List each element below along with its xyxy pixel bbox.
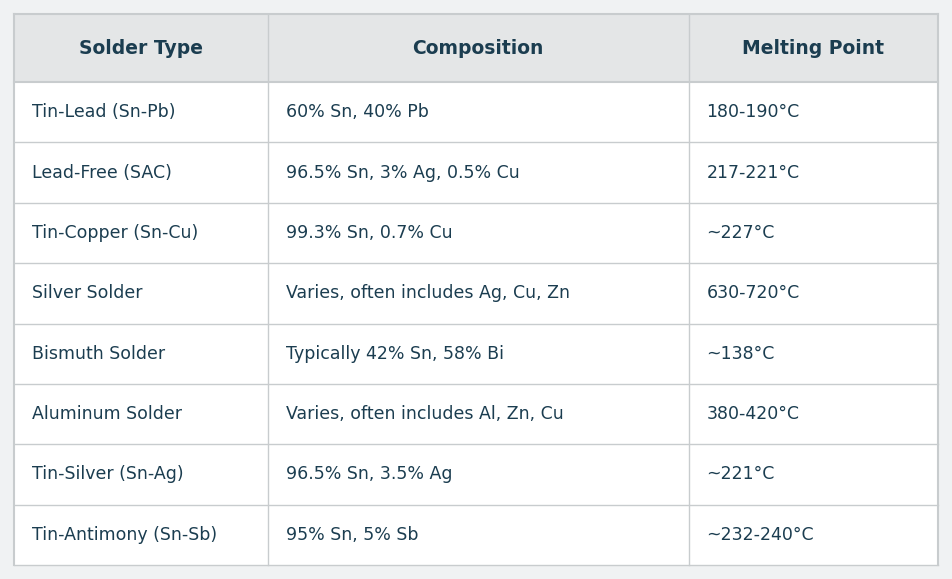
Bar: [14, 384, 938, 444]
Bar: [14, 444, 938, 505]
Text: 380-420°C: 380-420°C: [706, 405, 800, 423]
Text: ~221°C: ~221°C: [706, 466, 775, 483]
Text: Solder Type: Solder Type: [79, 38, 203, 57]
Bar: [14, 142, 938, 203]
Text: ~227°C: ~227°C: [706, 224, 775, 242]
Bar: [14, 203, 938, 263]
Text: Varies, often includes Al, Zn, Cu: Varies, often includes Al, Zn, Cu: [287, 405, 564, 423]
Text: Composition: Composition: [412, 38, 544, 57]
Text: 99.3% Sn, 0.7% Cu: 99.3% Sn, 0.7% Cu: [287, 224, 453, 242]
Text: ~138°C: ~138°C: [706, 345, 775, 362]
Text: Bismuth Solder: Bismuth Solder: [32, 345, 165, 362]
Text: Lead-Free (SAC): Lead-Free (SAC): [32, 163, 172, 182]
Text: 180-190°C: 180-190°C: [706, 103, 800, 121]
Text: 217-221°C: 217-221°C: [706, 163, 800, 182]
Text: Tin-Antimony (Sn-Sb): Tin-Antimony (Sn-Sb): [32, 526, 217, 544]
Bar: [14, 324, 938, 384]
Text: Silver Solder: Silver Solder: [32, 284, 143, 302]
Text: 96.5% Sn, 3.5% Ag: 96.5% Sn, 3.5% Ag: [287, 466, 452, 483]
Text: Tin-Lead (Sn-Pb): Tin-Lead (Sn-Pb): [32, 103, 175, 121]
Text: ~232-240°C: ~232-240°C: [706, 526, 814, 544]
Text: Typically 42% Sn, 58% Bi: Typically 42% Sn, 58% Bi: [287, 345, 505, 362]
Bar: [14, 263, 938, 324]
Text: Aluminum Solder: Aluminum Solder: [32, 405, 182, 423]
Bar: [14, 82, 938, 142]
Text: 630-720°C: 630-720°C: [706, 284, 800, 302]
Bar: [14, 505, 938, 565]
Text: 60% Sn, 40% Pb: 60% Sn, 40% Pb: [287, 103, 429, 121]
Text: Melting Point: Melting Point: [743, 38, 884, 57]
Text: Tin-Silver (Sn-Ag): Tin-Silver (Sn-Ag): [32, 466, 184, 483]
Bar: [14, 14, 938, 82]
Text: Varies, often includes Ag, Cu, Zn: Varies, often includes Ag, Cu, Zn: [287, 284, 570, 302]
Text: 96.5% Sn, 3% Ag, 0.5% Cu: 96.5% Sn, 3% Ag, 0.5% Cu: [287, 163, 520, 182]
Text: 95% Sn, 5% Sb: 95% Sn, 5% Sb: [287, 526, 419, 544]
Text: Tin-Copper (Sn-Cu): Tin-Copper (Sn-Cu): [32, 224, 198, 242]
